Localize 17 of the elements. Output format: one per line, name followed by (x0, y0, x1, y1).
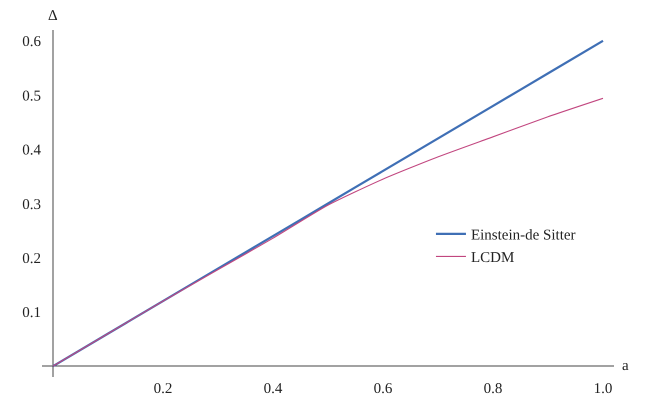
line-series (52, 40, 604, 368)
y-tick-label: 0.5 (22, 88, 41, 104)
line-series (52, 98, 604, 367)
x-tick-label: 0.2 (154, 381, 172, 397)
y-tick-label: 0.2 (22, 250, 41, 267)
x-tick-label: 0.4 (264, 381, 283, 397)
legend-label: Einstein-de Sitter (470, 228, 576, 244)
x-tick-label: 0.8 (484, 381, 502, 397)
x-axis-title: a (622, 358, 629, 374)
y-tick-label: 0.1 (22, 305, 41, 322)
y-tick-label: 0.6 (22, 34, 42, 50)
x-tick-label: 0.6 (374, 381, 393, 397)
legend-label: LCDM (470, 250, 514, 266)
y-axis-title: Δ (48, 8, 58, 24)
y-tick-label: 0.3 (22, 196, 41, 213)
x-tick-label: 1.0 (594, 381, 612, 397)
y-tick-label: 0.4 (22, 142, 42, 159)
